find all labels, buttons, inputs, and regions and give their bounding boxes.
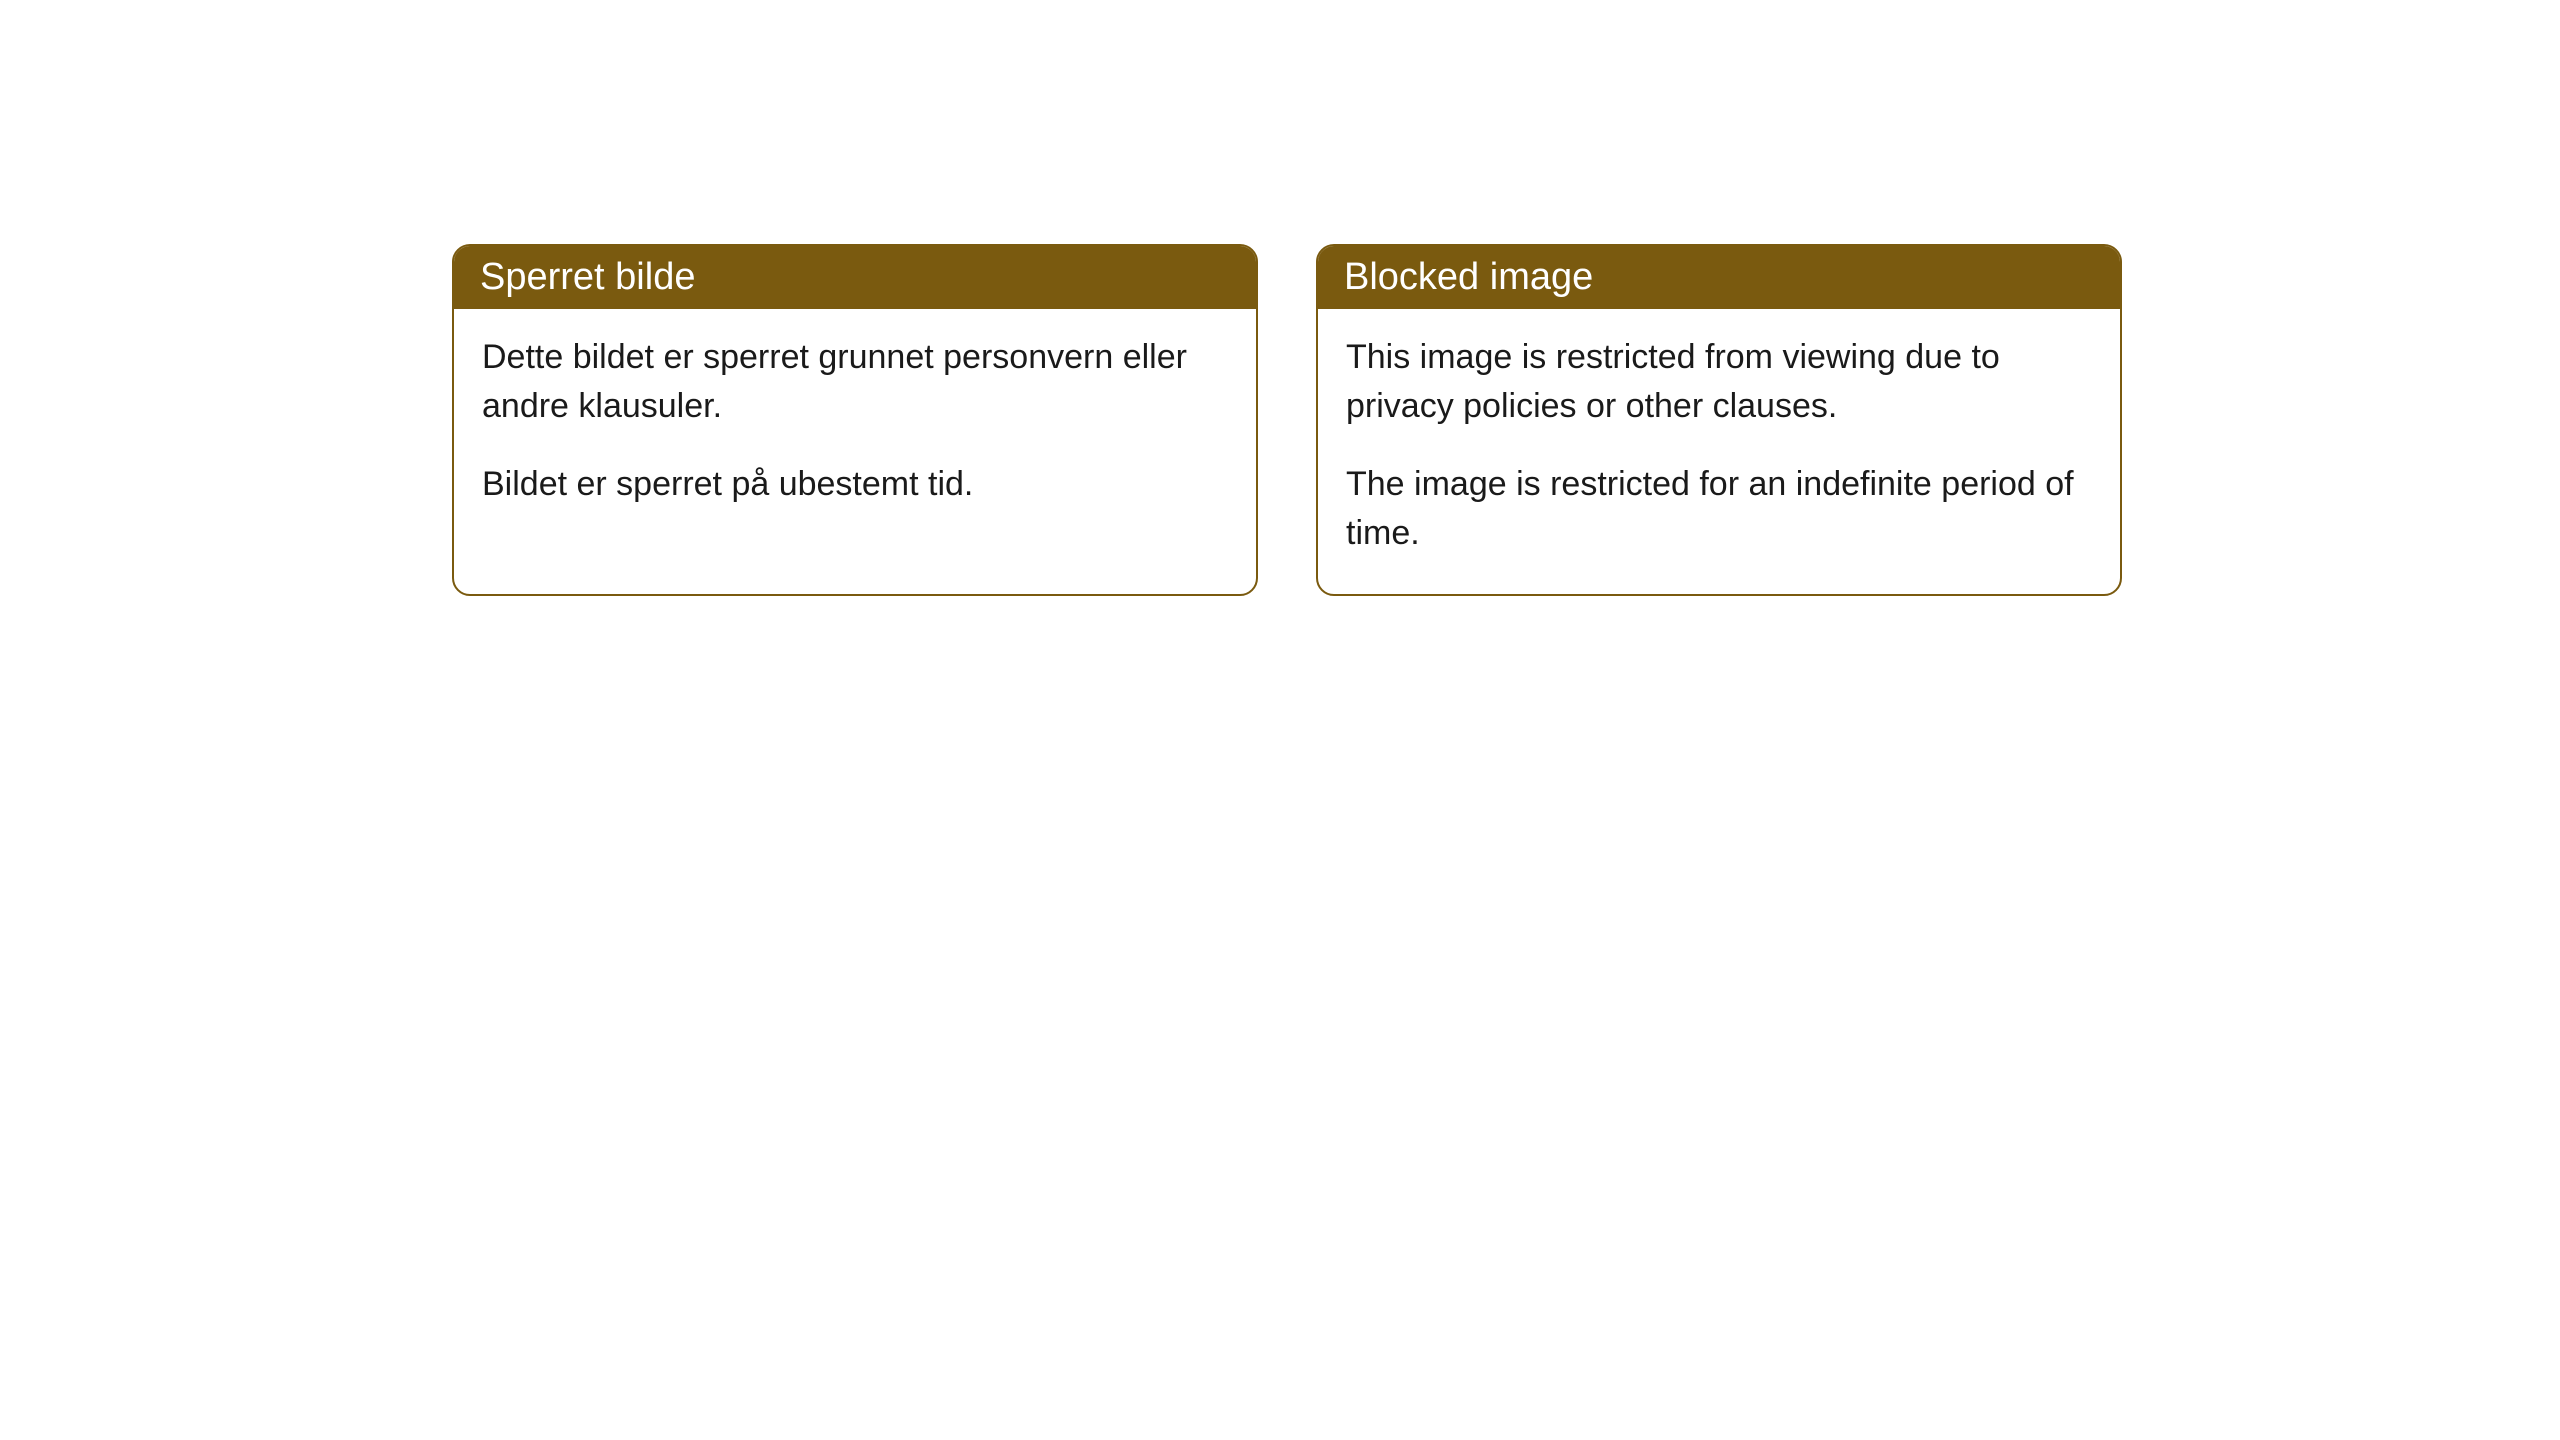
notice-header: Blocked image	[1318, 246, 2120, 309]
notice-paragraph: Dette bildet er sperret grunnet personve…	[482, 333, 1228, 432]
notice-paragraph: This image is restricted from viewing du…	[1346, 333, 2092, 432]
notice-header: Sperret bilde	[454, 246, 1256, 309]
notice-title: Sperret bilde	[480, 256, 695, 298]
notice-container: Sperret bilde Dette bildet er sperret gr…	[452, 244, 2122, 596]
notice-paragraph: Bildet er sperret på ubestemt tid.	[482, 460, 1228, 509]
notice-body: Dette bildet er sperret grunnet personve…	[454, 309, 1256, 545]
notice-title: Blocked image	[1344, 256, 1593, 298]
notice-card-english: Blocked image This image is restricted f…	[1316, 244, 2122, 596]
notice-paragraph: The image is restricted for an indefinit…	[1346, 460, 2092, 559]
notice-body: This image is restricted from viewing du…	[1318, 309, 2120, 594]
notice-card-norwegian: Sperret bilde Dette bildet er sperret gr…	[452, 244, 1258, 596]
